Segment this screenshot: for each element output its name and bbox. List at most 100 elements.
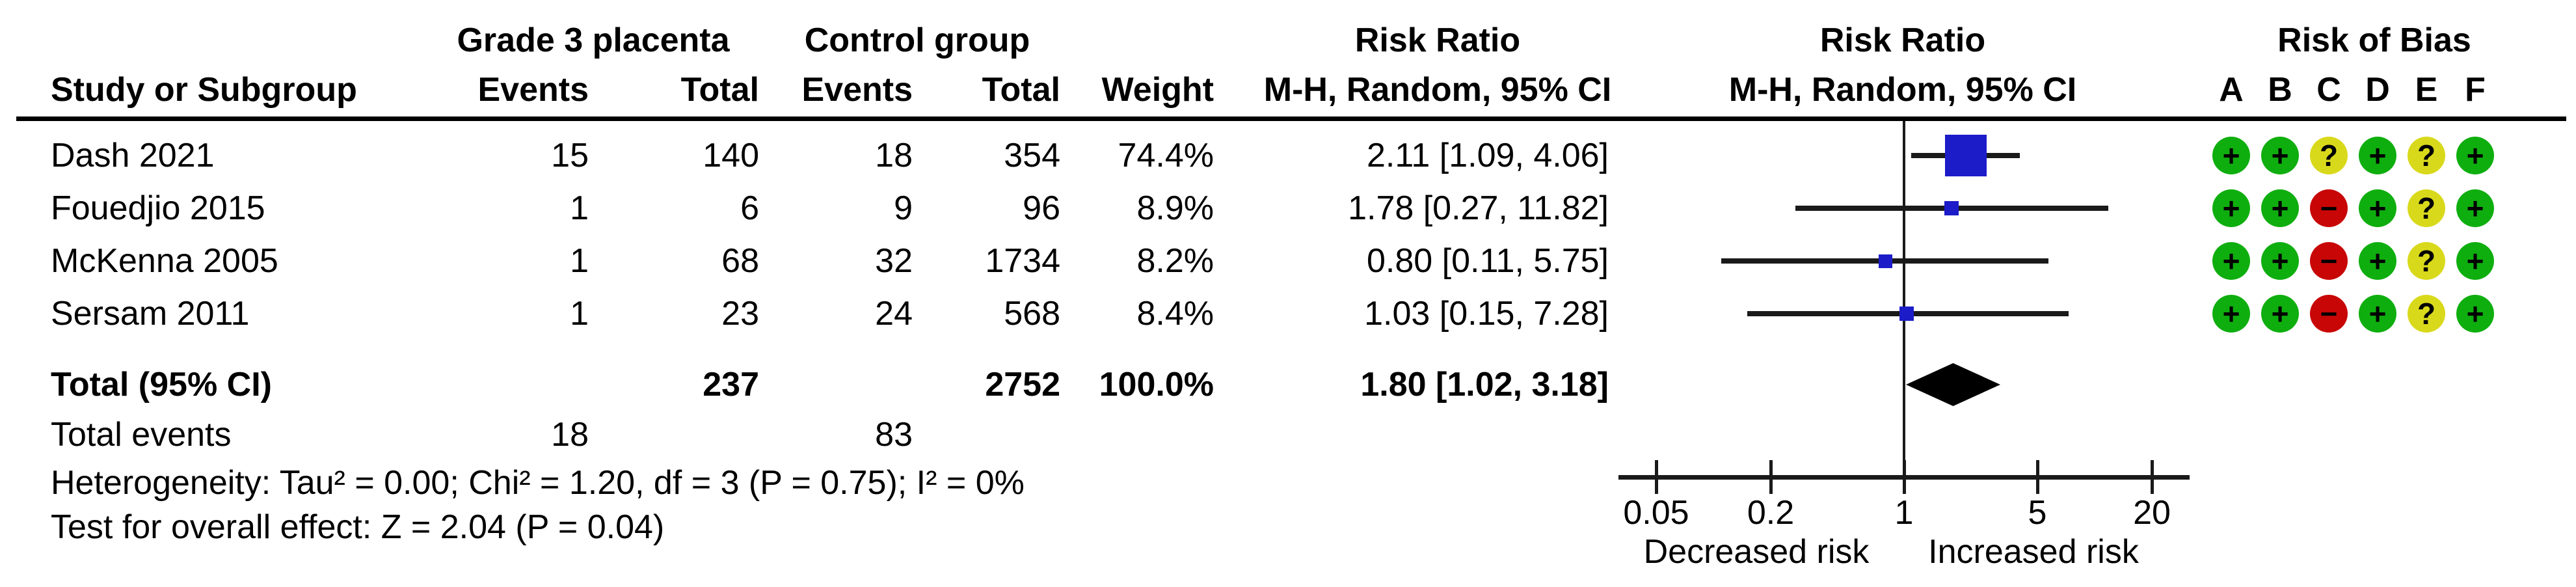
rob-circle-low: +	[2456, 189, 2494, 227]
col-header-events-experimental: Events	[477, 71, 589, 109]
col-header-total-control: Total	[982, 71, 1060, 109]
ctl-events-cell: 18	[875, 137, 913, 174]
total-row-label: Total (95% CI)	[51, 366, 272, 403]
rob-letter: D	[2365, 71, 2390, 109]
axis-tick	[1903, 460, 1906, 494]
ctl-total-cell: 354	[1004, 137, 1060, 174]
rob-circle-unclear: ?	[2408, 189, 2445, 227]
exp-total-cell: 6	[740, 189, 759, 227]
exp-total-cell: 68	[721, 242, 759, 280]
ctl-events-cell: 24	[875, 295, 913, 333]
rob-circle-low: +	[2359, 242, 2396, 280]
rr-label-cell: 0.80 [0.11, 5.75]	[1367, 242, 1609, 280]
axis-tick	[1655, 460, 1658, 494]
total-row-total-control: 2752	[985, 366, 1060, 403]
rob-circle-low: +	[2359, 295, 2396, 333]
weight-cell: 8.9%	[1136, 189, 1214, 227]
weight-cell: 8.4%	[1136, 295, 1214, 333]
header-rule	[16, 116, 2566, 121]
effect-square	[1944, 201, 1959, 215]
ctl-total-cell: 1734	[985, 242, 1060, 280]
rr-column-title: Risk Ratio	[1354, 21, 1521, 59]
summary-diamond	[1906, 363, 2000, 406]
rob-circle-low: +	[2261, 189, 2299, 227]
rob-circle-low: +	[2212, 242, 2250, 280]
study-name: Dash 2021	[51, 137, 215, 174]
rob-circle-low: +	[2359, 189, 2396, 227]
plot-zero-line	[1903, 121, 1905, 477]
rob-column-title: Risk of Bias	[2277, 21, 2471, 59]
rr-label-cell: 2.11 [1.09, 4.06]	[1367, 137, 1609, 174]
rob-circle-high: −	[2310, 295, 2348, 333]
rob-circle-low: +	[2212, 137, 2250, 174]
heterogeneity-note: Heterogeneity: Tau² = 0.00; Chi² = 1.20,…	[51, 464, 1025, 502]
exp-events-cell: 1	[570, 189, 589, 227]
total-row-total-experimental: 237	[703, 366, 759, 403]
rob-circle-low: +	[2261, 137, 2299, 174]
total-events-control: 83	[875, 416, 913, 454]
total-events-label: Total events	[51, 416, 232, 454]
rob-circle-low: +	[2261, 295, 2299, 333]
rr-label-cell: 1.03 [0.15, 7.28]	[1364, 295, 1609, 333]
rr-label-cell: 1.78 [0.27, 11.82]	[1348, 189, 1609, 227]
rob-circle-low: +	[2212, 295, 2250, 333]
rob-letter: F	[2465, 71, 2486, 109]
axis-tick	[1769, 460, 1773, 494]
rob-circle-unclear: ?	[2408, 137, 2445, 174]
study-name: Sersam 2011	[51, 295, 250, 333]
effect-square	[1879, 254, 1892, 268]
ctl-events-cell: 32	[875, 242, 913, 280]
axis-tick-label: 1	[1894, 494, 1914, 532]
rob-circle-low: +	[2261, 242, 2299, 280]
rob-circle-unclear: ?	[2310, 137, 2348, 174]
overall-effect-note: Test for overall effect: Z = 2.04 (P = 0…	[51, 508, 665, 546]
ctl-total-cell: 568	[1004, 295, 1060, 333]
rob-letter: A	[2219, 71, 2244, 109]
effect-square	[1899, 307, 1914, 321]
total-events-experimental: 18	[551, 416, 589, 454]
rr-column-subtitle: M-H, Random, 95% CI	[1263, 71, 1612, 109]
axis-tick-label: 20	[2133, 494, 2171, 532]
plot-column-subtitle: M-H, Random, 95% CI	[1728, 71, 2077, 109]
total-row-weight: 100.0%	[1099, 366, 1214, 403]
exp-events-cell: 1	[570, 242, 589, 280]
col-header-total-experimental: Total	[680, 71, 759, 109]
plot-column-title: Risk Ratio	[1819, 21, 1986, 59]
axis-tick-label: 5	[2028, 494, 2047, 532]
rob-letter: B	[2268, 71, 2292, 109]
col-header-study: Study or Subgroup	[51, 71, 357, 109]
rob-circle-unclear: ?	[2408, 242, 2445, 280]
axis-tick	[2036, 460, 2039, 494]
rob-circle-high: −	[2310, 242, 2348, 280]
axis-label-increased: Increased risk	[1928, 533, 2139, 571]
rob-circle-low: +	[2212, 189, 2250, 227]
col-header-weight: Weight	[1101, 71, 1214, 109]
study-name: Fouedjio 2015	[51, 189, 265, 227]
group-header-control: Control group	[804, 21, 1030, 59]
rob-circle-unclear: ?	[2408, 295, 2445, 333]
weight-cell: 8.2%	[1136, 242, 1214, 280]
exp-events-cell: 15	[551, 137, 589, 174]
axis-tick	[2151, 460, 2154, 494]
rob-circle-low: +	[2456, 295, 2494, 333]
exp-total-cell: 140	[703, 137, 759, 174]
rob-circle-high: −	[2310, 189, 2348, 227]
axis-label-decreased: Decreased risk	[1643, 533, 1870, 571]
rob-circle-low: +	[2456, 137, 2494, 174]
axis-tick-label: 0.2	[1747, 494, 1795, 532]
total-row-rr: 1.80 [1.02, 3.18]	[1360, 366, 1609, 403]
study-name: McKenna 2005	[51, 242, 278, 280]
col-header-events-control: Events	[801, 71, 913, 109]
rob-letter: E	[2415, 71, 2438, 109]
effect-square	[1945, 135, 1987, 176]
weight-cell: 74.4%	[1118, 137, 1214, 174]
group-header-experimental: Grade 3 placenta	[457, 21, 730, 59]
exp-events-cell: 1	[570, 295, 589, 333]
axis-tick-label: 0.05	[1623, 494, 1689, 532]
ctl-events-cell: 9	[894, 189, 913, 227]
ctl-total-cell: 96	[1023, 189, 1060, 227]
rob-circle-low: +	[2456, 242, 2494, 280]
rob-letter: C	[2316, 71, 2341, 109]
rob-circle-low: +	[2359, 137, 2396, 174]
